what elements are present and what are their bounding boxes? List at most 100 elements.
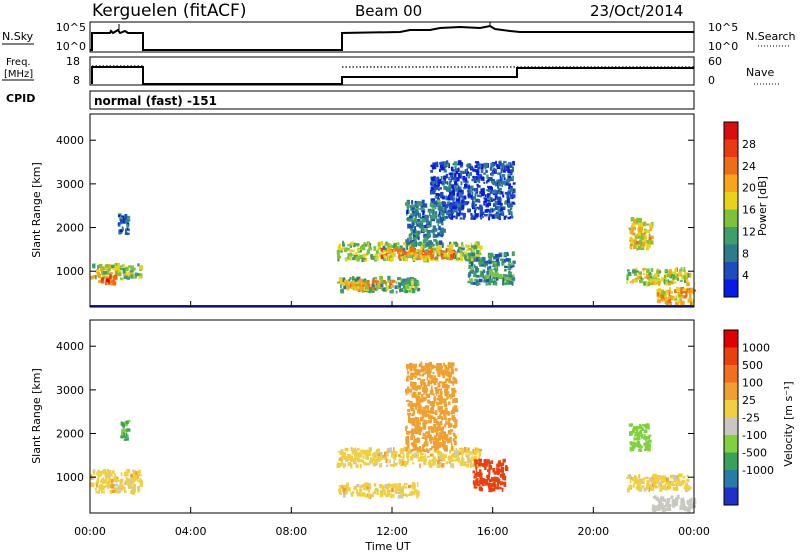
power-cell (464, 252, 468, 257)
velocity-cell (393, 447, 395, 452)
power-cell (493, 203, 497, 207)
velocity-cell (446, 441, 450, 444)
velocity-cell (429, 448, 433, 451)
velocity-cell (637, 432, 640, 437)
velocity-cell (472, 470, 475, 474)
power-cell (637, 275, 641, 280)
velocity-cell (662, 475, 666, 479)
nsky-tick-top: 10^5 (56, 21, 86, 34)
power-cell (436, 177, 440, 181)
power-cell (470, 187, 473, 193)
velocity-cell (416, 453, 419, 457)
power-cell (472, 199, 474, 205)
velocity-cell (474, 459, 479, 465)
velocity-cell (417, 447, 419, 452)
velocity-cell (491, 487, 496, 492)
velocity-cell (434, 440, 437, 443)
velocity-cell (368, 494, 372, 497)
velocity-cell (454, 379, 457, 383)
power-cell (497, 183, 502, 187)
velocity-cell (376, 452, 379, 457)
power-cell (504, 192, 509, 195)
power-cell (417, 242, 421, 246)
power-cell (417, 202, 420, 206)
velocity-cell (342, 452, 345, 456)
power-cell (435, 182, 438, 186)
power-cell (346, 284, 351, 289)
velocity-cell (477, 483, 481, 486)
velocity-cell (428, 437, 432, 442)
power-cell (453, 197, 455, 201)
power-cell (649, 240, 654, 245)
power-cell (668, 302, 672, 306)
velocity-cell (430, 380, 432, 385)
power-cell (117, 272, 121, 277)
power-cell (642, 234, 646, 238)
power-cell (377, 242, 380, 248)
power-cell (505, 258, 510, 262)
power-cell (375, 250, 379, 254)
velocity-cell (425, 434, 428, 439)
power-cell (504, 269, 507, 272)
power-cell (424, 214, 428, 220)
power-cell (640, 277, 644, 281)
power-cell (453, 208, 458, 213)
power-cell (398, 253, 401, 256)
velocity-cell (110, 483, 115, 489)
power-cell (375, 285, 378, 288)
power-cell (473, 278, 478, 282)
power-cell (408, 218, 413, 222)
velocity-cell (425, 431, 429, 434)
power-cell (424, 229, 427, 233)
velocity-cell (422, 378, 426, 382)
power-cell (436, 241, 440, 245)
power-cell (373, 246, 377, 251)
power-cell (497, 172, 500, 175)
power-plot-bg (90, 114, 694, 307)
power-cell (493, 268, 496, 271)
velocity-cell (387, 483, 391, 489)
power-cell (412, 232, 417, 238)
velocity-cell (672, 474, 677, 480)
power-cell (450, 216, 454, 220)
velocity-cell (418, 410, 421, 415)
power-cell (648, 239, 651, 244)
power-cell (488, 195, 491, 200)
power-cell (502, 163, 505, 166)
power-cell (437, 222, 439, 226)
power-cell (382, 250, 386, 253)
power-cell (363, 279, 367, 283)
power-cell (507, 265, 512, 271)
power-cell (470, 245, 475, 248)
power-cell (448, 187, 452, 193)
power-cell (438, 225, 441, 231)
velocity-cell (373, 455, 377, 459)
power-cell (417, 219, 421, 222)
power-cell (465, 201, 470, 204)
velocity-cell (126, 477, 129, 482)
power-cell (483, 200, 486, 206)
power-cell (630, 243, 633, 246)
velocity-cell (638, 478, 643, 482)
velocity-cell (414, 427, 418, 432)
power-cell (451, 202, 456, 206)
velocity-cell (98, 474, 102, 477)
power-cell (355, 283, 360, 287)
velocity-cell (383, 456, 387, 460)
power-cell (681, 300, 685, 306)
velocity-cell (662, 498, 667, 502)
power-cell (446, 188, 450, 192)
velocity-cell (90, 474, 93, 479)
velocity-cell (448, 461, 451, 464)
power-cell (437, 232, 439, 235)
power-cell (443, 182, 446, 186)
power-cell (433, 250, 436, 254)
colorbar-segment (724, 139, 738, 157)
power-cell (354, 242, 356, 247)
velocity-cell (637, 485, 641, 491)
power-cell (399, 287, 401, 293)
velocity-cell (428, 430, 431, 435)
velocity-cell (412, 417, 416, 422)
power-cell (423, 219, 426, 222)
nave-label: Nave (746, 66, 774, 79)
